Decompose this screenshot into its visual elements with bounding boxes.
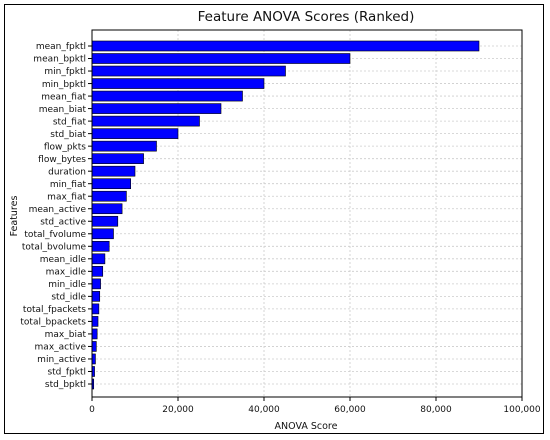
y-tick-label: mean_biat [39,105,87,115]
y-tick-label: std_active [40,217,86,227]
x-tick-label: 0 [89,405,95,415]
bar-std-biat [91,128,179,139]
y-tick-label: total_fvolume [24,230,86,240]
y-tick-label: total_bvolume [22,242,87,252]
y-tick-label: total_bpackets [20,318,86,328]
y-tick-label: mean_fpktl [36,42,86,52]
bar-mean-fpktl [91,40,480,52]
chart-title: Feature ANOVA Scores (Ranked) [198,9,415,25]
y-tick-label: std_fpktl [47,368,86,378]
y-tick-label: min_active [37,355,86,365]
y-tick-label: std_fiat [53,117,87,127]
y-tick-label: max_active [35,343,87,353]
y-tick-label: std_bpktl [45,380,86,390]
plot-area [91,29,523,398]
bar-min-fiat [91,178,132,190]
bars-group [91,40,480,390]
bar-std-idle [91,291,101,302]
bar-flow-pkts [91,140,157,152]
y-tick-label: max_biat [45,330,87,340]
y-axis-label: Features [9,196,20,237]
bar-std-fiat [91,115,200,127]
bar-mean-biat [91,103,222,114]
bar-mean-bpktl [91,53,351,64]
bar-flow-bytes [91,153,144,164]
bar-max-biat [91,328,98,340]
y-tick-label: min_idle [48,280,86,290]
y-tick-label: flow_bytes [38,155,86,165]
y-tick-label: std_idle [51,293,86,303]
bar-mean-active [91,203,123,215]
bar-min-bpktl [91,78,265,89]
y-tick-label: mean_idle [40,255,87,265]
y-tick-label: mean_active [29,205,87,215]
bar-max-active [91,341,97,352]
y-tick-labels: mean_fpktl mean_bpktl min_fpktl min_bpktlme… [20,42,92,390]
x-tick-label: 40,000 [248,405,280,415]
y-tick-label: max_idle [46,268,87,278]
y-tick-label: std_biat [50,130,86,140]
bar-min-fpktl [91,65,286,77]
bar-total-bvolume [91,240,110,252]
y-tick-label: min_fpktl [44,67,86,77]
bar-mean-fiat [91,90,243,102]
bar-max-idle [91,266,104,277]
bar-min-active [91,353,96,365]
y-tick-label: min_fiat [50,180,87,190]
y-tick-label: mean_fiat [41,92,86,102]
bar-min-idle [91,278,101,290]
y-tick-label: total_fpackets [23,305,86,315]
x-tick-label: 20,000 [162,405,194,415]
bar-total-bpackets [91,316,99,327]
x-tick-label: 100,000 [503,405,540,415]
y-tick-label: min_bpktl [42,80,86,90]
x-tick-label: 80,000 [420,405,452,415]
bar-max-fiat [91,190,127,202]
bar-std-active [91,215,119,227]
bar-mean-idle [91,253,106,265]
y-tick-label: flow_pkts [44,142,86,152]
y-tick-label: max_fiat [47,192,86,202]
x-tick-label: 60,000 [334,405,366,415]
x-ticks: 0 20,000 40,000 60,000 80,000 100,000 [89,397,541,415]
bar-total-fvolume [91,228,114,240]
bar-duration [91,165,136,177]
x-axis-label: ANOVA Score [275,421,338,432]
y-tick-label: mean_bpktl [33,55,86,65]
bar-total-fpackets [91,303,100,315]
y-tick-label: duration [48,167,86,177]
